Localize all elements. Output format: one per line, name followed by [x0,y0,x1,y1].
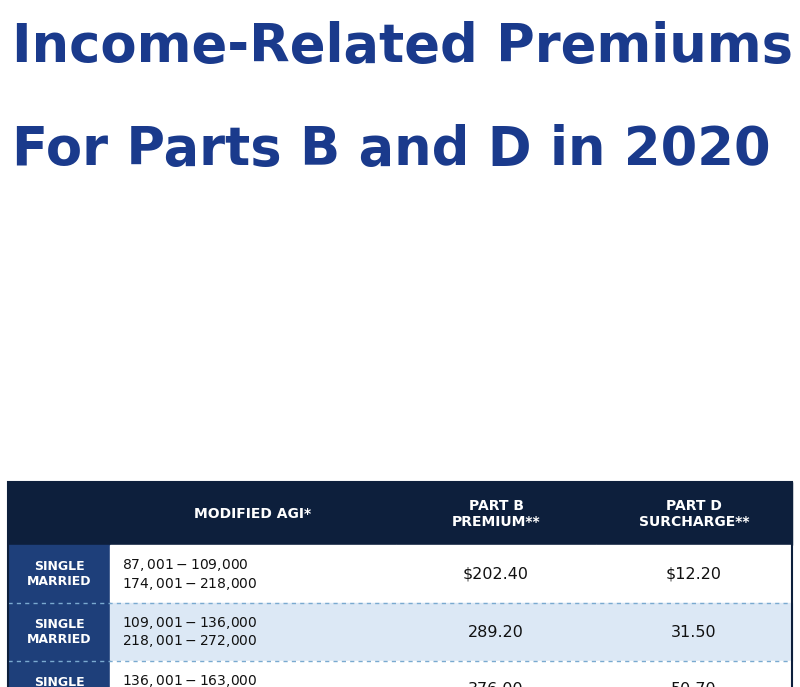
Text: 289.20: 289.20 [468,624,524,640]
Text: For Parts B and D in 2020: For Parts B and D in 2020 [12,124,770,176]
Bar [596,545,792,603]
Bar [596,661,792,687]
Bar [8,603,110,661]
Text: $87,001-$109,000
$174,001-$218,000: $87,001-$109,000 $174,001-$218,000 [122,557,258,592]
Text: $12.20: $12.20 [666,567,722,582]
Text: PART B
PREMIUM**: PART B PREMIUM** [452,499,540,529]
Bar [8,661,110,687]
Text: Income-Related Premiums: Income-Related Premiums [12,21,793,73]
Text: SINGLE
MARRIED: SINGLE MARRIED [26,561,91,588]
Bar [110,603,396,661]
Bar [110,545,396,603]
Bar [8,482,792,545]
Text: $202.40: $202.40 [463,567,529,582]
Bar [8,545,110,603]
Text: $109,001-$136,000
$218,001-$272,000: $109,001-$136,000 $218,001-$272,000 [122,615,258,649]
Bar [396,661,596,687]
Text: 376.00: 376.00 [468,682,524,687]
Text: SINGLE
MARRIED: SINGLE MARRIED [26,618,91,646]
Text: SINGLE
MARRIED: SINGLE MARRIED [26,676,91,687]
Text: 50.70: 50.70 [671,682,717,687]
Bar [8,482,792,687]
Bar [396,545,596,603]
Bar [110,661,396,687]
Text: 31.50: 31.50 [671,624,717,640]
Text: $136,001-$163,000
$272,001-$326,000: $136,001-$163,000 $272,001-$326,000 [122,673,258,687]
Text: MODIFIED AGI*: MODIFIED AGI* [194,507,311,521]
Bar [396,603,596,661]
Bar [596,603,792,661]
Text: PART D
SURCHARGE**: PART D SURCHARGE** [638,499,750,529]
